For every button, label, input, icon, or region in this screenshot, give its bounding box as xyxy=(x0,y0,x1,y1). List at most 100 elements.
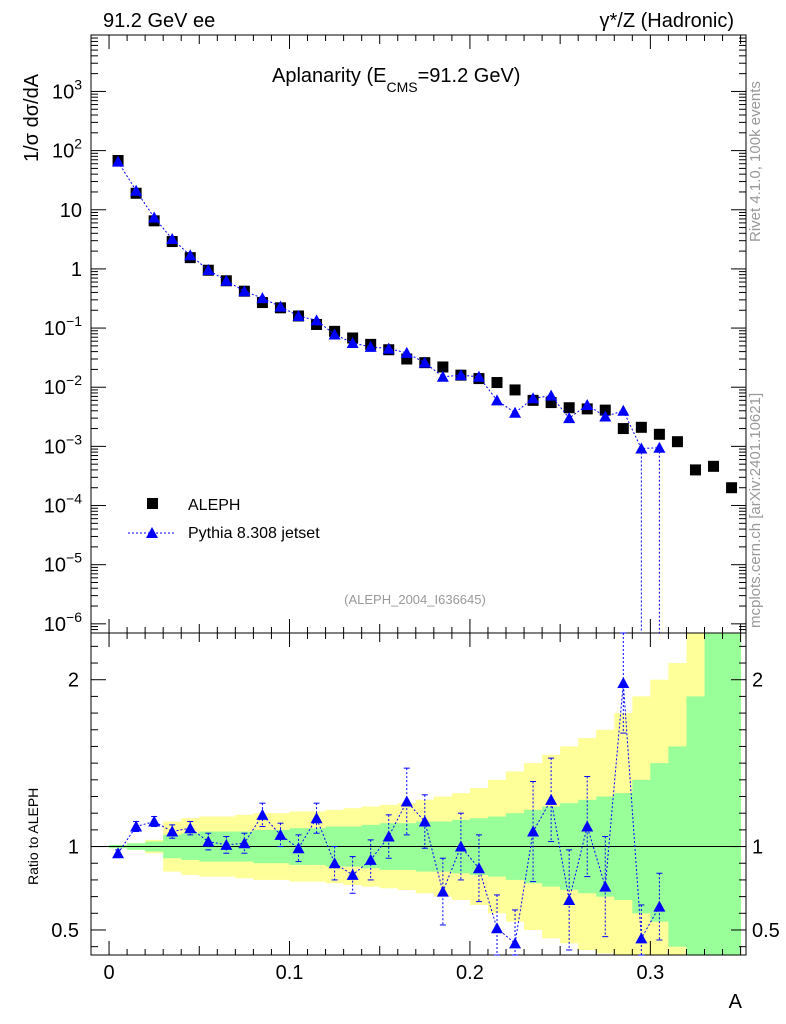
legend-aleph-marker xyxy=(147,498,158,509)
pythia-ratio-point xyxy=(635,932,648,944)
pythia-ratio-point xyxy=(292,842,305,854)
pythia-point xyxy=(184,249,197,261)
pythia-point xyxy=(274,300,287,312)
pythia-ratio-point xyxy=(472,862,485,874)
pythia-point xyxy=(436,370,449,382)
y-tick-label: 10−2 xyxy=(44,372,82,399)
green-band-bin xyxy=(704,633,724,955)
mcplots-label: mcplots.cern.ch [arXiv:2401.10621] xyxy=(747,393,764,628)
pythia-point xyxy=(617,404,630,416)
ratio-tick-label: 1 xyxy=(68,837,79,859)
pythia-ratio-point xyxy=(112,847,125,859)
pythia-point xyxy=(490,394,503,406)
aleph-point xyxy=(437,361,449,373)
pythia-point xyxy=(635,442,648,454)
pythia-ratio-point xyxy=(256,808,269,820)
ratio-tick-label: 0.5 xyxy=(51,920,79,942)
green-band-bin xyxy=(650,763,669,922)
pythia-point xyxy=(220,274,233,286)
pythia-point xyxy=(112,155,125,167)
legend: ALEPH Pythia 8.308 jetset xyxy=(128,497,320,542)
y-tick-label: 10 xyxy=(60,200,82,222)
ratio-axis-label: Ratio to ALEPH xyxy=(25,788,41,885)
pythia-point xyxy=(292,309,305,321)
pythia-ratio-point xyxy=(130,820,143,832)
rivet-label: Rivet 4.1.0, 100k events xyxy=(747,81,764,242)
y-tick-label: 10−3 xyxy=(44,431,82,458)
green-band-bin xyxy=(686,696,705,955)
aleph-point xyxy=(545,397,557,409)
pythia-ratio-point xyxy=(653,900,666,912)
pythia-ratio-point xyxy=(617,677,630,689)
pythia-point xyxy=(202,263,215,275)
pythia-ratio-point xyxy=(364,853,377,865)
y-axis-label: 1/σ dσ/dA xyxy=(21,73,43,162)
pythia-ratio-point xyxy=(382,830,395,842)
pythia-point xyxy=(346,336,359,348)
pythia-point xyxy=(454,369,467,381)
pythia-point xyxy=(328,328,341,340)
aleph-point xyxy=(509,384,521,396)
header-left-label: 91.2 GeV ee xyxy=(103,10,215,32)
pythia-ratio-point xyxy=(328,857,341,869)
pythia-ratio-point xyxy=(238,837,251,849)
x-tick-label: 0 xyxy=(103,962,114,984)
pythia-ratio-point xyxy=(148,815,161,827)
pythia-point xyxy=(509,406,522,418)
pythia-point xyxy=(238,285,251,297)
pythia-point xyxy=(545,389,558,401)
header-right-label: γ*/Z (Hadronic) xyxy=(600,10,734,32)
y-tick-label: 10−4 xyxy=(44,491,82,518)
pythia-point xyxy=(148,211,161,223)
x-tick-label: 0.1 xyxy=(276,962,304,984)
pythia-point xyxy=(310,314,323,326)
green-band-bin xyxy=(722,633,742,955)
legend-pythia-label: Pythia 8.308 jetset xyxy=(188,525,320,542)
aleph-point xyxy=(617,423,629,435)
legend-aleph-label: ALEPH xyxy=(188,497,240,514)
y-tick-label: 103 xyxy=(52,76,82,103)
aleph-point xyxy=(708,460,720,472)
pythia-ratio-point xyxy=(184,822,197,834)
pythia-ratio-point xyxy=(202,835,215,847)
pythia-point xyxy=(599,410,612,422)
pythia-point xyxy=(581,399,594,411)
pythia-ratio-point xyxy=(545,793,558,805)
pythia-ratio-point xyxy=(436,885,449,897)
pythia-point xyxy=(256,292,269,304)
ratio-tick-label-right: 1 xyxy=(752,837,763,859)
ratio-tick-label-right: 2 xyxy=(752,670,763,692)
pythia-point xyxy=(563,412,576,424)
aleph-point xyxy=(726,482,738,494)
analysis-tag: (ALEPH_2004_I636645) xyxy=(344,592,486,607)
pythia-ratio-point xyxy=(310,812,323,824)
pythia-point xyxy=(472,370,485,382)
pythia-ratio-point xyxy=(527,825,540,837)
pythia-point xyxy=(418,356,431,368)
ratio-tick-label-right: 0.5 xyxy=(752,920,780,942)
pythia-ratio-point xyxy=(509,937,522,949)
pythia-ratio-point xyxy=(599,880,612,892)
ratio-tick-label: 2 xyxy=(68,670,79,692)
pythia-ratio-point xyxy=(166,825,179,837)
x-axis-label: A xyxy=(729,991,743,1013)
pythia-ratio-point xyxy=(490,922,503,934)
pythia-point xyxy=(166,233,179,245)
aleph-point xyxy=(689,464,701,476)
pythia-ratio-point xyxy=(454,840,467,852)
pythia-point xyxy=(364,340,377,352)
pythia-ratio-point xyxy=(220,838,233,850)
y-tick-label: 1 xyxy=(71,259,82,281)
y-tick-label: 10−5 xyxy=(44,550,82,577)
pythia-ratio-point xyxy=(418,815,431,827)
data-points xyxy=(112,155,738,956)
y-tick-label: 10−6 xyxy=(44,609,82,636)
pythia-ratio-point xyxy=(346,868,359,880)
aleph-point xyxy=(563,402,575,414)
pythia-point xyxy=(382,342,395,354)
pythia-ratio-point xyxy=(581,820,594,832)
aleph-point xyxy=(401,353,413,365)
y-tick-label: 10−1 xyxy=(44,313,82,340)
pythia-point xyxy=(130,184,143,196)
